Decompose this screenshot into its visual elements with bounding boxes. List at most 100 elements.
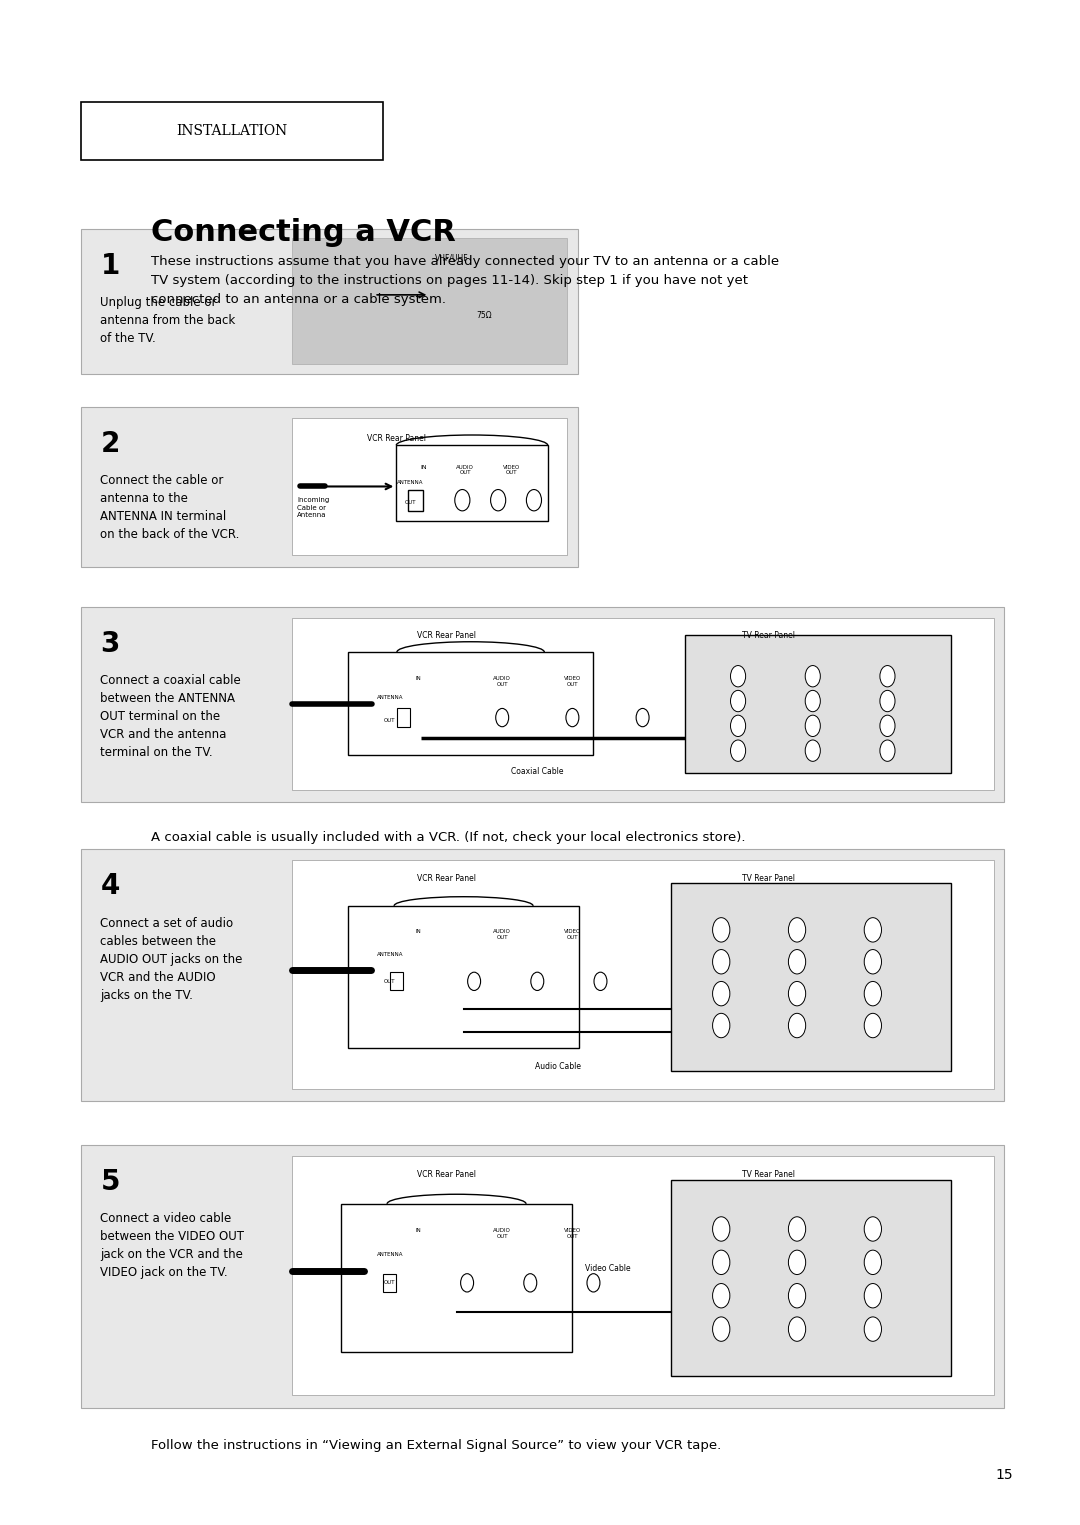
Bar [671,883,951,1071]
Circle shape [588,1273,600,1292]
Text: VCR Rear Panel: VCR Rear Panel [417,631,475,640]
Circle shape [788,918,806,942]
Text: OUT: OUT [404,500,416,505]
Text: ANTENNA: ANTENNA [377,1252,403,1257]
Circle shape [788,1013,806,1037]
Circle shape [788,950,806,974]
Bar [341,1203,572,1353]
Circle shape [806,665,821,686]
FancyBboxPatch shape [292,238,567,364]
FancyBboxPatch shape [292,618,994,790]
Text: 5: 5 [100,1168,120,1196]
Circle shape [864,982,881,1006]
Text: TV Rear Panel: TV Rear Panel [742,874,796,883]
Circle shape [788,982,806,1006]
FancyBboxPatch shape [292,1156,994,1395]
Text: ANTENNA: ANTENNA [396,479,423,485]
Bar [396,445,548,522]
Text: VIDEO
OUT: VIDEO OUT [503,465,521,476]
Text: IN: IN [420,465,427,470]
Circle shape [880,715,895,737]
Text: OUT: OUT [384,1281,395,1286]
Text: IN: IN [415,676,421,682]
Text: 75Ω: 75Ω [476,311,491,320]
Bar [391,973,404,991]
Text: Coaxial Cable: Coaxial Cable [511,767,564,776]
Circle shape [461,1273,474,1292]
Text: VHF/UHF: VHF/UHF [435,253,469,262]
Text: These instructions assume that you have already connected your TV to an antenna : These instructions assume that you have … [151,255,780,305]
Circle shape [713,1217,730,1241]
Text: TV Rear Panel: TV Rear Panel [742,631,796,640]
Circle shape [455,490,470,511]
Circle shape [713,1250,730,1275]
Bar [348,906,579,1048]
Text: VIDEO
OUT: VIDEO OUT [564,1228,581,1238]
FancyBboxPatch shape [81,607,1004,802]
Bar [408,490,423,511]
Circle shape [806,691,821,712]
Circle shape [730,665,745,686]
Circle shape [713,982,730,1006]
Circle shape [864,1318,881,1342]
Circle shape [880,665,895,686]
Text: Connecting a VCR: Connecting a VCR [151,218,456,247]
Circle shape [806,715,821,737]
Text: 1: 1 [100,252,120,279]
Circle shape [713,1284,730,1308]
Bar [671,1180,951,1376]
Circle shape [880,691,895,712]
Text: VIDEO
OUT: VIDEO OUT [564,929,581,939]
Circle shape [864,1250,881,1275]
Text: TV Rear Panel: TV Rear Panel [742,1170,796,1179]
Circle shape [490,490,505,511]
Circle shape [730,740,745,761]
Circle shape [864,918,881,942]
Text: AUDIO
OUT: AUDIO OUT [456,465,474,476]
Text: Connect a coaxial cable
between the ANTENNA
OUT terminal on the
VCR and the ante: Connect a coaxial cable between the ANTE… [100,674,241,759]
Text: 2: 2 [100,430,120,458]
FancyBboxPatch shape [81,407,578,567]
Bar [383,1273,396,1292]
Bar [685,634,951,773]
Circle shape [806,740,821,761]
Circle shape [566,709,579,727]
Text: VCR Rear Panel: VCR Rear Panel [417,874,475,883]
Circle shape [864,1013,881,1037]
Circle shape [713,918,730,942]
Bar [81,102,383,160]
Circle shape [636,709,649,727]
FancyBboxPatch shape [81,229,578,374]
Text: OUT: OUT [384,718,395,723]
Text: VIDEO
OUT: VIDEO OUT [564,676,581,688]
Text: AUDIO
OUT: AUDIO OUT [494,676,511,688]
Circle shape [713,950,730,974]
FancyBboxPatch shape [81,1145,1004,1408]
Text: IN: IN [415,1228,421,1232]
Circle shape [788,1284,806,1308]
Text: VCR Rear Panel: VCR Rear Panel [417,1170,475,1179]
FancyBboxPatch shape [292,860,994,1089]
Text: 15: 15 [996,1469,1013,1482]
Text: IN: IN [415,929,421,933]
Text: INSTALLATION: INSTALLATION [176,124,288,139]
Circle shape [864,1284,881,1308]
Circle shape [594,973,607,991]
Text: Video Cable: Video Cable [584,1264,631,1273]
Circle shape [730,691,745,712]
Circle shape [788,1217,806,1241]
Text: ANTENNA: ANTENNA [377,952,403,956]
Circle shape [496,709,509,727]
Text: OUT: OUT [384,979,395,984]
FancyBboxPatch shape [81,849,1004,1101]
Text: Connect the cable or
antenna to the
ANTENNA IN terminal
on the back of the VCR.: Connect the cable or antenna to the ANTE… [100,474,240,541]
Circle shape [526,490,541,511]
Circle shape [788,1250,806,1275]
Text: 4: 4 [100,872,120,900]
Circle shape [524,1273,537,1292]
Circle shape [713,1318,730,1342]
Text: 3: 3 [100,630,120,657]
Circle shape [880,740,895,761]
FancyBboxPatch shape [292,418,567,555]
Text: A coaxial cable is usually included with a VCR. (If not, check your local electr: A coaxial cable is usually included with… [151,831,745,845]
